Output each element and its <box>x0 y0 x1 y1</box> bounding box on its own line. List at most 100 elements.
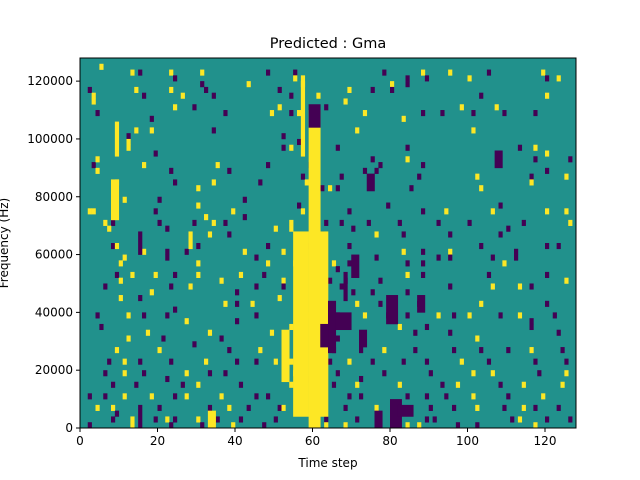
heatmap-cell <box>514 248 519 255</box>
heatmap-cell <box>134 127 139 134</box>
heatmap-cell <box>556 75 561 82</box>
x-tick-label: 20 <box>150 434 165 448</box>
heatmap-cell <box>366 219 371 226</box>
heatmap-cell <box>498 381 503 388</box>
heatmap-cell <box>378 162 383 169</box>
heatmap-cell <box>378 300 383 307</box>
heatmap-cell <box>173 393 178 400</box>
heatmap-cell <box>459 358 464 365</box>
heatmap-cell <box>347 393 352 400</box>
heatmap-cell <box>122 393 127 400</box>
heatmap-cell <box>533 156 538 163</box>
heatmap-cell <box>428 404 433 411</box>
heatmap-cell <box>459 104 464 111</box>
heatmap-cell <box>424 416 430 423</box>
heatmap-cell <box>405 422 410 429</box>
heatmap-cell <box>169 358 174 365</box>
heatmap-cell <box>289 323 294 331</box>
heatmap-cell <box>494 104 499 111</box>
heatmap-cell <box>324 104 329 111</box>
heatmap-band <box>114 121 120 157</box>
heatmap-cell <box>273 358 278 365</box>
heatmap-cell <box>95 312 100 319</box>
heatmap-cell <box>397 219 402 226</box>
heatmap-cell <box>138 69 143 76</box>
heatmap-cell <box>359 375 364 383</box>
heatmap-cell <box>552 312 557 319</box>
heatmap-band <box>417 295 426 313</box>
heatmap-cell <box>219 393 224 400</box>
heatmap-cell <box>207 404 213 411</box>
heatmap-cell <box>564 358 569 365</box>
heatmap-cell <box>107 225 112 232</box>
heatmap-cell <box>157 219 162 226</box>
heatmap-cell <box>374 167 379 174</box>
heatmap-band <box>138 231 143 255</box>
heatmap-cell <box>339 173 344 180</box>
heatmap-cell <box>165 375 170 383</box>
heatmap-cell <box>351 289 356 296</box>
heatmap-cell <box>235 300 240 307</box>
heatmap-cell <box>517 416 523 423</box>
heatmap-band <box>386 295 399 325</box>
heatmap-cell <box>471 393 476 400</box>
heatmap-cell <box>196 185 201 192</box>
heatmap-cell <box>382 347 387 354</box>
x-tick-label: 100 <box>456 434 479 448</box>
heatmap-cell <box>281 283 286 290</box>
heatmap-cell <box>560 347 565 354</box>
heatmap-cell <box>529 283 534 290</box>
heatmap-cell <box>405 81 410 88</box>
heatmap-cell <box>273 416 278 423</box>
heatmap-cell <box>405 393 410 400</box>
heatmap-cell <box>184 248 189 255</box>
heatmap-cell <box>556 243 561 250</box>
heatmap-cell <box>355 381 360 388</box>
heatmap-cell <box>277 404 282 411</box>
heatmap-cell <box>103 370 108 377</box>
heatmap-cell <box>273 225 278 232</box>
heatmap-cell <box>479 347 484 354</box>
heatmap-cell <box>134 86 139 93</box>
heatmap-cell <box>111 243 116 250</box>
heatmap-cell <box>196 202 201 209</box>
heatmap-cell <box>351 225 356 232</box>
heatmap-cell <box>91 98 96 105</box>
heatmap-cell <box>502 260 507 267</box>
heatmap-cell <box>130 271 135 278</box>
heatmap-cell <box>320 185 325 192</box>
heatmap-cell <box>452 312 457 319</box>
heatmap-cell <box>452 404 457 411</box>
heatmap-cell <box>448 254 453 261</box>
heatmap-cell <box>409 185 414 192</box>
heatmap-cell <box>448 248 453 255</box>
heatmap-cell <box>370 156 375 163</box>
heatmap-cell <box>207 329 213 336</box>
heatmap-cell <box>521 219 526 226</box>
heatmap-cell <box>448 231 453 238</box>
heatmap-cell <box>405 260 410 267</box>
heatmap-cell <box>498 202 503 209</box>
heatmap-cell <box>153 271 158 278</box>
heatmap-cell <box>180 381 185 388</box>
heatmap-cell <box>432 416 437 423</box>
heatmap-cell <box>235 318 240 325</box>
heatmap-cell <box>300 208 306 215</box>
heatmap-cell <box>95 404 100 411</box>
heatmap-cell <box>343 98 348 105</box>
heatmap-cell <box>436 219 441 226</box>
heatmap-cell <box>475 335 480 342</box>
x-tick-label: 40 <box>227 434 242 448</box>
x-axis-ticks: 0 20 40 60 80 100 120 <box>76 428 556 448</box>
heatmap-cell <box>471 370 476 377</box>
heatmap-cell <box>165 254 170 261</box>
heatmap-cell <box>281 133 286 140</box>
heatmap-cell <box>421 110 426 117</box>
heatmap-cell <box>173 104 178 111</box>
heatmap-cell <box>514 254 519 261</box>
heatmap-cell <box>277 86 282 93</box>
heatmap-cell <box>184 370 189 377</box>
heatmap-cell <box>448 69 453 76</box>
heatmap-cell <box>533 422 538 429</box>
heatmap-cell <box>362 110 368 117</box>
